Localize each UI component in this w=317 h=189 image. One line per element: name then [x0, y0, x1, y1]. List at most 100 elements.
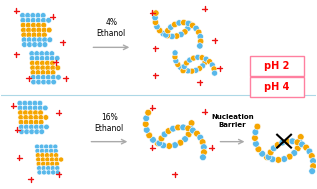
Circle shape [207, 59, 213, 65]
Circle shape [37, 105, 43, 111]
Circle shape [172, 50, 178, 56]
Circle shape [264, 154, 270, 160]
Circle shape [201, 149, 207, 156]
Circle shape [49, 157, 55, 162]
Circle shape [53, 144, 58, 149]
Circle shape [274, 142, 281, 148]
Circle shape [187, 126, 194, 132]
Circle shape [20, 17, 26, 23]
Circle shape [152, 19, 158, 26]
Circle shape [50, 161, 55, 166]
Circle shape [50, 60, 55, 66]
Circle shape [35, 70, 41, 75]
Circle shape [284, 138, 291, 145]
Circle shape [55, 170, 60, 175]
Circle shape [26, 37, 32, 43]
Circle shape [178, 31, 184, 38]
Circle shape [178, 64, 184, 70]
Circle shape [40, 153, 45, 158]
Circle shape [189, 22, 196, 29]
Circle shape [185, 20, 191, 27]
Circle shape [20, 13, 25, 18]
Circle shape [267, 149, 274, 156]
Circle shape [37, 42, 43, 47]
Circle shape [51, 79, 56, 85]
Circle shape [22, 42, 27, 47]
Circle shape [197, 33, 204, 40]
Circle shape [41, 22, 47, 28]
FancyBboxPatch shape [250, 56, 304, 76]
Circle shape [50, 70, 56, 75]
Circle shape [27, 105, 33, 111]
Circle shape [181, 64, 187, 70]
Circle shape [199, 55, 205, 61]
Circle shape [36, 27, 42, 33]
Circle shape [48, 144, 53, 149]
Circle shape [22, 100, 28, 106]
Circle shape [34, 124, 39, 130]
Circle shape [294, 139, 301, 146]
Circle shape [153, 10, 159, 16]
Circle shape [40, 60, 45, 66]
Circle shape [41, 166, 46, 171]
Circle shape [187, 57, 193, 63]
Circle shape [164, 32, 171, 39]
Circle shape [23, 110, 28, 115]
Circle shape [38, 115, 44, 120]
Circle shape [46, 170, 51, 175]
Circle shape [41, 161, 46, 166]
Circle shape [55, 166, 60, 171]
Circle shape [28, 110, 33, 115]
Circle shape [308, 153, 315, 159]
Circle shape [38, 110, 43, 115]
Circle shape [197, 66, 203, 71]
Circle shape [21, 32, 27, 38]
Circle shape [297, 134, 304, 140]
Circle shape [25, 13, 31, 18]
Circle shape [158, 135, 165, 142]
Circle shape [193, 67, 199, 73]
Circle shape [49, 51, 55, 56]
Circle shape [143, 127, 150, 133]
Circle shape [29, 129, 35, 135]
Circle shape [172, 54, 178, 60]
Circle shape [169, 33, 175, 40]
Circle shape [171, 142, 178, 148]
Circle shape [18, 110, 23, 115]
Circle shape [166, 143, 172, 149]
Circle shape [28, 119, 34, 125]
Circle shape [25, 22, 31, 28]
Circle shape [255, 146, 262, 153]
Circle shape [269, 156, 276, 163]
Circle shape [185, 125, 191, 132]
Circle shape [211, 66, 217, 72]
Circle shape [31, 32, 37, 38]
Circle shape [32, 105, 38, 111]
Circle shape [33, 119, 39, 125]
Circle shape [143, 115, 150, 122]
Circle shape [270, 145, 277, 152]
Circle shape [42, 170, 47, 175]
Circle shape [209, 62, 215, 68]
Circle shape [40, 148, 45, 153]
Circle shape [170, 125, 177, 132]
Circle shape [23, 124, 29, 130]
Text: Nucleation
Barrier: Nucleation Barrier [211, 114, 254, 128]
Circle shape [173, 58, 179, 64]
Circle shape [31, 27, 37, 33]
Circle shape [310, 158, 316, 164]
Circle shape [160, 30, 166, 37]
Circle shape [41, 74, 46, 80]
Circle shape [146, 132, 152, 139]
Circle shape [165, 27, 171, 34]
Circle shape [18, 115, 23, 120]
Circle shape [182, 29, 188, 35]
Circle shape [199, 139, 206, 146]
Circle shape [281, 156, 288, 162]
Circle shape [259, 150, 266, 157]
Circle shape [299, 141, 305, 148]
Circle shape [40, 65, 46, 71]
Circle shape [30, 13, 36, 18]
Circle shape [33, 110, 38, 115]
Circle shape [184, 60, 190, 66]
